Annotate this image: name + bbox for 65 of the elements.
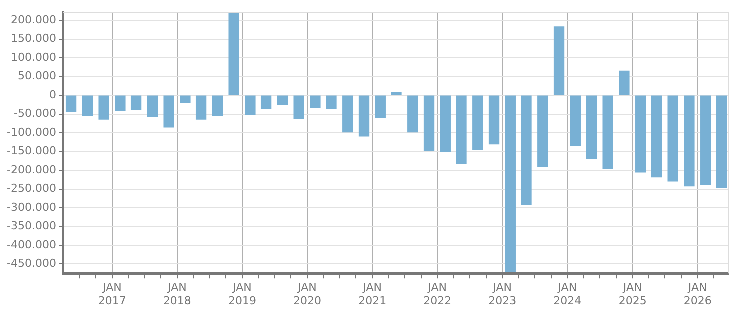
y-tick-label: 200.000 <box>10 13 56 26</box>
y-tick-label: 50.000 <box>18 70 56 83</box>
y-tick-label: 0 <box>49 88 56 102</box>
bar <box>521 96 532 205</box>
bar <box>310 96 321 108</box>
bar <box>472 96 484 150</box>
y-tick-label: 150.000 <box>10 32 56 46</box>
bar <box>586 96 598 160</box>
bar <box>440 96 451 152</box>
bar <box>326 96 337 110</box>
y-tick-label: -50.000 <box>14 107 56 120</box>
y-tick-label: -300.000 <box>6 200 56 214</box>
bar <box>636 96 646 173</box>
x-tick-label: JAN 2022 <box>424 281 452 308</box>
bar <box>668 96 678 182</box>
bar <box>619 70 630 96</box>
bar <box>538 96 548 168</box>
bar <box>505 96 516 272</box>
bar <box>82 96 94 116</box>
x-tick-label: JAN 2026 <box>684 281 712 308</box>
bar <box>66 96 77 112</box>
bar <box>245 96 256 116</box>
bar <box>684 96 695 187</box>
bar <box>408 96 418 133</box>
y-tick-label: -150.000 <box>6 144 56 158</box>
bar <box>570 96 581 147</box>
bar <box>294 96 304 120</box>
bar <box>651 96 662 178</box>
bar <box>164 96 174 128</box>
bar <box>358 96 370 137</box>
bar <box>212 96 224 116</box>
bar <box>375 96 386 118</box>
x-tick-label: JAN 2024 <box>554 281 582 308</box>
y-tick-label: -250.000 <box>6 182 56 196</box>
y-tick-label: -100.000 <box>6 126 56 139</box>
bar <box>554 26 565 96</box>
bar <box>115 96 126 112</box>
bar <box>342 96 354 133</box>
bar <box>130 96 142 110</box>
bar <box>98 96 110 120</box>
x-tick-label: JAN 2018 <box>163 281 192 308</box>
bar <box>391 92 402 96</box>
x-tick-label: JAN 2019 <box>228 281 256 308</box>
bar <box>277 96 288 106</box>
bar <box>196 96 207 120</box>
y-tick-label: -400.000 <box>6 238 56 252</box>
bar <box>602 96 614 169</box>
bar <box>228 12 240 96</box>
bar <box>456 96 467 164</box>
y-tick-label: -350.000 <box>6 220 56 233</box>
bar <box>716 96 728 188</box>
bar <box>180 96 191 104</box>
bar <box>488 96 500 145</box>
x-tick-label: JAN 2021 <box>358 281 387 308</box>
y-tick-label: -450.000 <box>6 257 56 270</box>
x-tick-label: JAN 2020 <box>293 281 322 308</box>
y-tick-label: -200.000 <box>6 163 56 176</box>
y-tick-label: 100.000 <box>10 50 56 64</box>
bar <box>700 96 712 186</box>
x-tick-label: JAN 2023 <box>488 281 517 308</box>
x-tick-label: JAN 2025 <box>618 281 647 308</box>
bar <box>424 96 435 152</box>
x-tick-label: JAN 2017 <box>98 281 126 308</box>
bar <box>260 96 272 110</box>
bar <box>147 96 158 118</box>
